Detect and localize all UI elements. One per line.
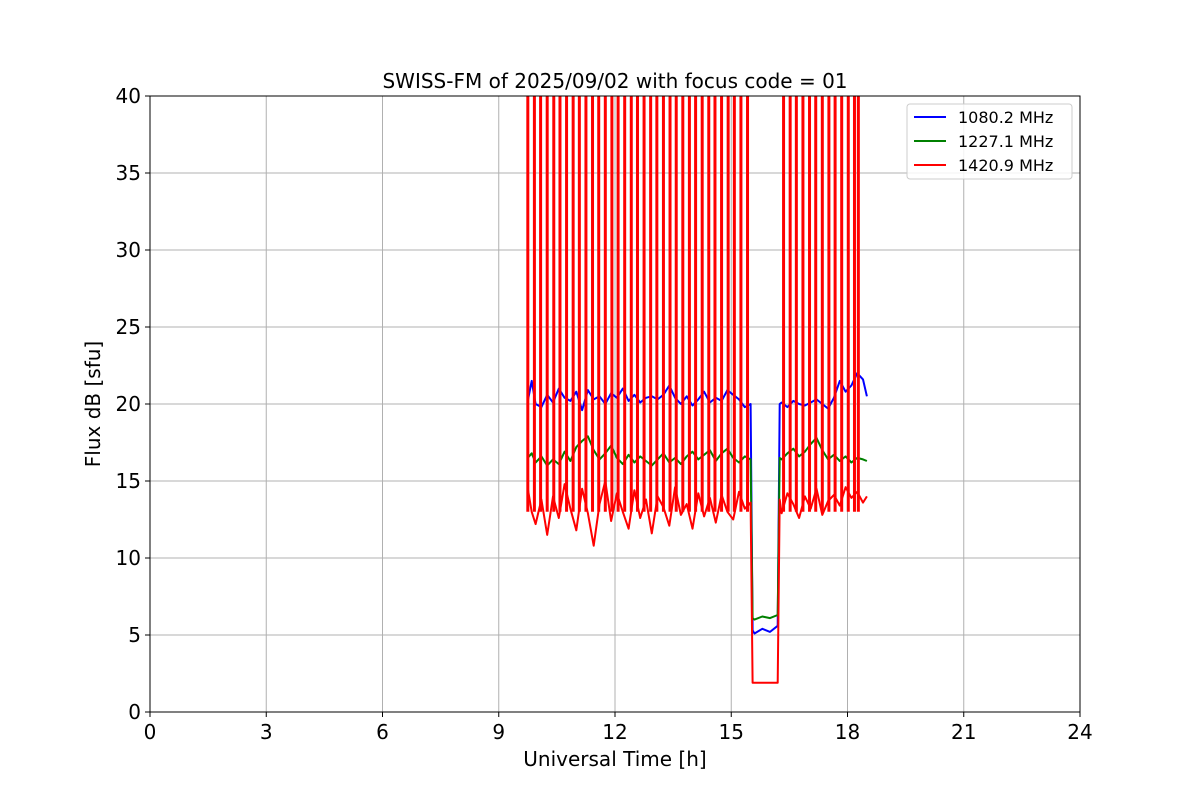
y-tick-label: 25 xyxy=(116,315,141,339)
legend-label-1227: 1227.1 MHz xyxy=(958,132,1053,151)
x-tick-label: 12 xyxy=(602,720,627,744)
x-tick-label: 9 xyxy=(492,720,505,744)
y-tick-label: 0 xyxy=(128,700,141,724)
x-tick-label: 3 xyxy=(260,720,273,744)
x-tick-label: 24 xyxy=(1067,720,1092,744)
chart-title: SWISS-FM of 2025/09/02 with focus code =… xyxy=(382,69,847,93)
legend: 1080.2 MHz 1227.1 MHz 1420.9 MHz xyxy=(906,103,1073,180)
x-axis-ticks: 0 3 6 9 12 15 18 21 24 xyxy=(144,712,1093,744)
x-tick-label: 6 xyxy=(376,720,389,744)
x-axis-label: Universal Time [h] xyxy=(523,747,706,771)
x-tick-label: 21 xyxy=(951,720,976,744)
legend-label-1080: 1080.2 MHz xyxy=(958,108,1053,127)
y-tick-label: 5 xyxy=(128,623,141,647)
x-tick-label: 0 xyxy=(144,720,157,744)
y-tick-label: 10 xyxy=(116,546,141,570)
x-tick-label: 15 xyxy=(719,720,744,744)
plot-area xyxy=(526,96,868,684)
legend-box xyxy=(906,103,1073,180)
y-axis-ticks: 0 5 10 15 20 25 30 35 40 xyxy=(116,84,150,724)
legend-label-1420: 1420.9 MHz xyxy=(958,156,1053,175)
y-tick-label: 20 xyxy=(116,392,141,416)
x-tick-label: 18 xyxy=(835,720,860,744)
y-tick-label: 30 xyxy=(116,238,141,262)
y-tick-label: 40 xyxy=(116,84,141,108)
y-axis-label: Flux dB [sfu] xyxy=(81,341,105,467)
y-tick-label: 15 xyxy=(116,469,141,493)
y-tick-label: 35 xyxy=(116,161,141,185)
